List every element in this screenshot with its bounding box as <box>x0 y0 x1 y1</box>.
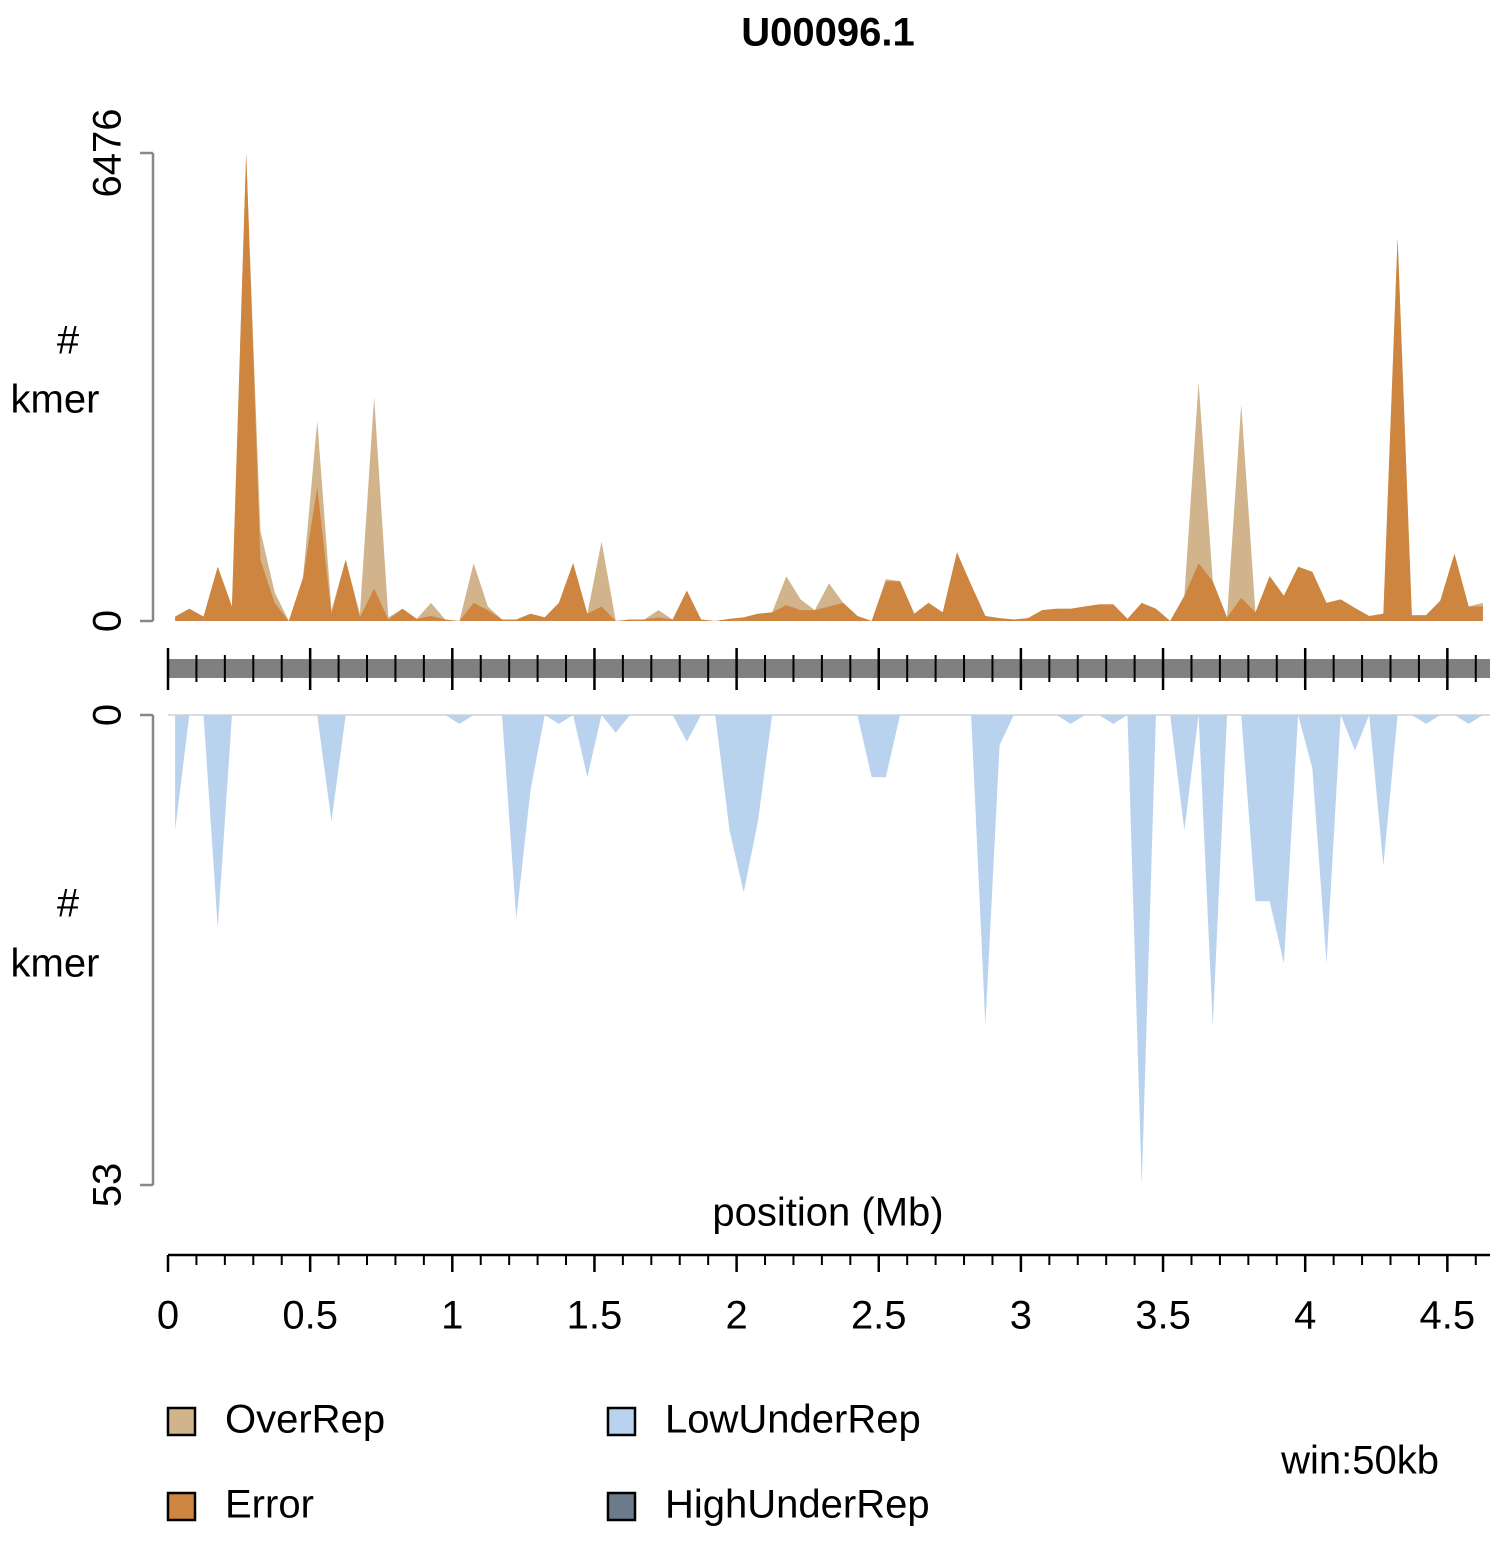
area <box>175 153 1483 621</box>
legend-swatch <box>606 1491 637 1522</box>
y-axis-label: # <box>57 882 80 926</box>
x-tick-label: 3 <box>1010 1294 1032 1338</box>
legend-label: OverRep <box>225 1398 385 1442</box>
legend-swatch <box>606 1406 637 1437</box>
y-tick-label: 53 <box>86 1163 130 1208</box>
x-tick-label: 4 <box>1294 1294 1316 1338</box>
x-tick-label: 2 <box>725 1294 747 1338</box>
ideogram <box>168 659 1490 678</box>
y-tick-label: 0 <box>86 610 130 632</box>
y-tick-label: 0 <box>86 704 130 726</box>
y-axis-label: kmer <box>11 378 100 422</box>
legend-swatch <box>166 1491 197 1522</box>
y-axis-label: # <box>57 319 80 363</box>
area <box>175 715 1483 1185</box>
y-tick-label: 6476 <box>86 109 130 198</box>
legend-swatch <box>166 1406 197 1437</box>
x-tick-label: 1.5 <box>567 1294 623 1338</box>
legend-label: HighUnderRep <box>665 1483 930 1527</box>
chart-title: U00096.1 <box>741 11 914 55</box>
x-tick-label: 2.5 <box>851 1294 907 1338</box>
x-tick-label: 0.5 <box>282 1294 338 1338</box>
annotation: win:50kb <box>1280 1439 1439 1483</box>
x-tick-label: 1 <box>441 1294 463 1338</box>
legend-label: LowUnderRep <box>665 1398 921 1442</box>
x-tick-label: 3.5 <box>1135 1294 1191 1338</box>
x-tick-label: 4.5 <box>1420 1294 1476 1338</box>
x-axis-label: position (Mb) <box>712 1191 943 1235</box>
x-tick-label: 0 <box>157 1294 179 1338</box>
area <box>175 153 1483 621</box>
y-axis-label: kmer <box>11 942 100 986</box>
legend-label: Error <box>225 1483 314 1527</box>
